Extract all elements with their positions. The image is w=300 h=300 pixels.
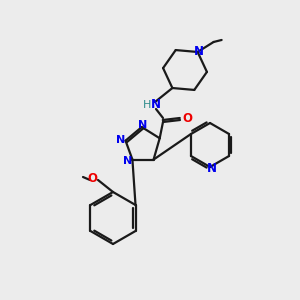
Text: N: N — [194, 46, 204, 59]
Text: N: N — [151, 98, 161, 112]
Text: H: H — [143, 100, 151, 110]
Text: O: O — [182, 112, 192, 125]
Text: N: N — [207, 161, 217, 175]
Text: N: N — [123, 156, 132, 166]
Text: N: N — [116, 135, 125, 145]
Text: N: N — [138, 120, 147, 130]
Text: O: O — [87, 172, 97, 185]
